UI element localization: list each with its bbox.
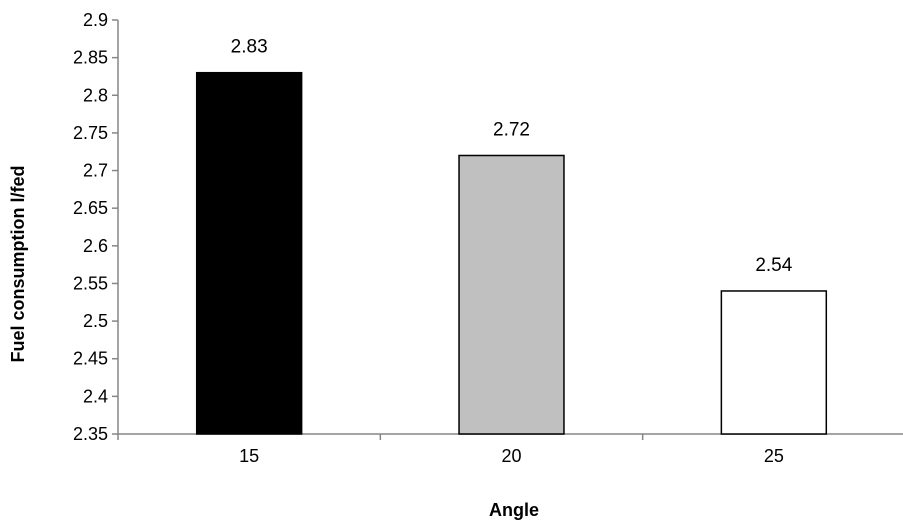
bar-20: [458, 154, 565, 435]
x-tick-label: 25: [764, 446, 784, 466]
bar-25: [720, 290, 828, 435]
y-tick-label: 2.4: [83, 386, 108, 406]
x-axis-title: Angle: [489, 500, 539, 520]
y-tick-label: 2.9: [83, 10, 108, 30]
y-tick-label: 2.35: [73, 424, 108, 444]
y-tick-label: 2.55: [73, 273, 108, 293]
x-axis: 15 20 25: [117, 433, 903, 466]
bars: [195, 71, 828, 435]
y-tick-label: 2.8: [83, 85, 108, 105]
y-tick-label: 2.65: [73, 198, 108, 218]
x-tick-label: 20: [501, 446, 521, 466]
y-tick-label: 2.45: [73, 349, 108, 369]
y-tick-label: 2.5: [83, 311, 108, 331]
y-tick-label: 2.6: [83, 236, 108, 256]
y-axis-title: Fuel consumption l/fed: [8, 166, 28, 363]
bar-15: [195, 71, 303, 435]
data-labels: 2.83 2.72 2.54: [231, 37, 793, 276]
y-axis: 2.35 2.4 2.45 2.5 2.55 2.6 2.65 2.7 2.75 2.8 2.85 2…: [73, 10, 119, 444]
y-tick-label: 2.85: [73, 48, 108, 68]
y-tick-label: 2.75: [73, 123, 108, 143]
y-tick-label: 2.7: [83, 161, 108, 181]
data-label-15: 2.83: [231, 37, 268, 58]
data-label-25: 2.54: [755, 255, 792, 276]
x-tick-label: 15: [239, 446, 259, 466]
data-label-20: 2.72: [493, 119, 530, 140]
